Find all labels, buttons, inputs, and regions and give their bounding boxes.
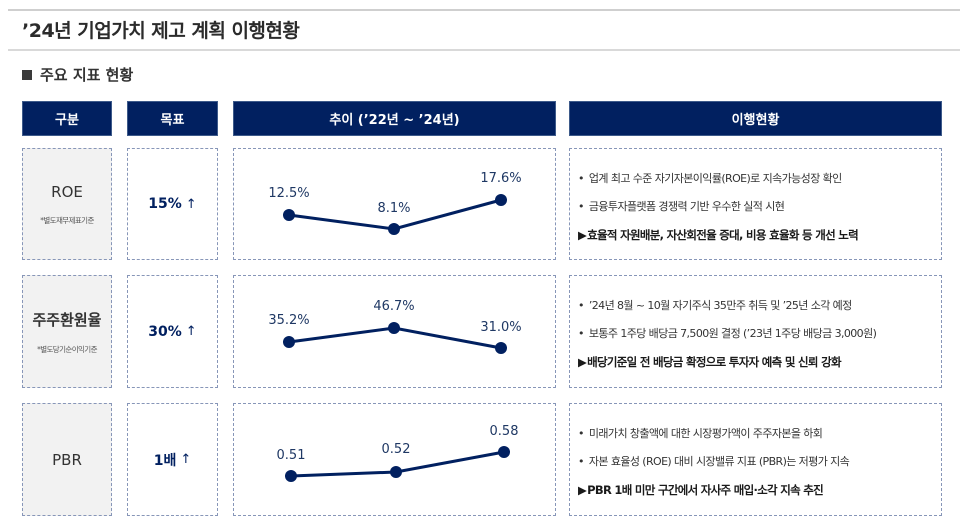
data-label: 17.6% [480, 171, 521, 186]
status-conclusion: ▶배당기준일 전 배당금 확정으로 투자자 예측 및 신뢰 강화 [578, 355, 842, 369]
status-item: • 업계 최고 수준 자기자본이익률(ROE)로 지속가능성장 확인 [578, 172, 842, 185]
target-value: 1배 [153, 452, 177, 469]
bullet-icon: • [578, 427, 584, 440]
data-label: 35.2% [268, 313, 309, 328]
category-cell-pbr: PBR [22, 403, 112, 516]
metric-note: *별도당기순이익기준 [37, 344, 97, 354]
data-point [283, 209, 295, 221]
data-point [285, 470, 297, 482]
trend-chart-pbr: 0.51 0.52 0.58 [233, 403, 556, 516]
target-cell-pbr: 1배 ↑ [127, 403, 218, 516]
header-category: 구분 [22, 101, 112, 136]
up-arrow-icon: ↑ [185, 196, 197, 212]
line-chart-shareholder-return: 35.2% 46.7% 31.0% [268, 299, 522, 354]
data-label: 31.0% [480, 320, 521, 335]
header-trend: 추이 (’22년 ~ ’24년) [233, 101, 556, 136]
page-title: ’24년 기업가치 제고 계획 이행현황 [22, 20, 300, 42]
status-cell-shareholder-return: • ’24년 8월 ~ 10월 자기주식 35만주 취득 및 ’25년 소각 예정… [569, 275, 942, 388]
bullet-icon: • [578, 455, 584, 468]
top-divider [8, 9, 960, 11]
data-label: 46.7% [373, 299, 414, 314]
bullet-icon: • [578, 200, 584, 213]
triangle-right-icon: ▶ [578, 355, 587, 369]
data-label: 0.51 [277, 448, 306, 463]
metric-note: *별도재무제표기준 [40, 215, 94, 225]
status-cell-pbr: • 미래가치 창출액에 대한 시장평가액이 주주자본을 하회 • 자본 효율성 (R… [569, 403, 942, 516]
title-divider [8, 49, 960, 51]
metric-name: PBR [52, 450, 82, 469]
trend-chart-roe: 12.5% 8.1% 17.6% [233, 148, 556, 260]
data-point [498, 446, 510, 458]
status-item: • 보통주 1주당 배당금 7,500원 결정 (’23년 1주당 배당금 3,0… [578, 327, 877, 340]
up-arrow-icon: ↑ [185, 324, 197, 339]
triangle-right-icon: ▶ [578, 228, 587, 242]
bullet-icon: • [578, 327, 584, 340]
target-cell-roe: 15% ↑ [127, 148, 218, 260]
data-point [390, 466, 402, 478]
status-item: • 자본 효율성 (ROE) 대비 시장밸류 지표 (PBR)는 저평가 지속 [578, 455, 850, 468]
data-point [388, 322, 400, 334]
data-label: 0.58 [490, 424, 519, 439]
status-conclusion: ▶효율적 자원배분, 자산회전율 증대, 비용 효율화 등 개선 노력 [578, 228, 859, 242]
line-chart-roe: 12.5% 8.1% 17.6% [268, 171, 522, 235]
target-value: 30% [148, 323, 182, 340]
status-item: • 금융투자플랫폼 경쟁력 기반 우수한 실적 시현 [578, 200, 785, 213]
trend-chart-shareholder-return: 35.2% 46.7% 31.0% [233, 275, 556, 388]
header-status: 이행현황 [569, 101, 942, 136]
data-point [283, 336, 295, 348]
square-bullet-icon [22, 69, 32, 80]
target-cell-shareholder-return: 30% ↑ [127, 275, 218, 388]
bullet-icon: • [578, 299, 584, 312]
category-cell-shareholder-return: 주주환원율 *별도당기순이익기준 [22, 275, 112, 388]
target-value: 15% [148, 196, 182, 212]
data-point [388, 223, 400, 235]
status-item: • ’24년 8월 ~ 10월 자기주식 35만주 취득 및 ’25년 소각 예정 [578, 299, 852, 312]
data-label: 12.5% [268, 186, 309, 201]
section-title: 주요 지표 현황 [22, 64, 133, 85]
status-conclusion: ▶PBR 1배 미만 구간에서 자사주 매입·소각 지속 추진 [578, 483, 824, 497]
header-target: 목표 [127, 101, 218, 136]
metric-name: 주주환원율 [32, 310, 102, 329]
up-arrow-icon: ↑ [180, 452, 192, 467]
line-chart-pbr: 0.51 0.52 0.58 [277, 424, 519, 482]
data-point [495, 342, 507, 354]
data-label: 0.52 [382, 442, 411, 457]
section-title-text: 주요 지표 현황 [40, 66, 134, 84]
category-cell-roe: ROE *별도재무제표기준 [22, 148, 112, 260]
data-label: 8.1% [377, 201, 410, 216]
triangle-right-icon: ▶ [578, 483, 587, 497]
metric-name: ROE [51, 182, 83, 201]
status-cell-roe: • 업계 최고 수준 자기자본이익률(ROE)로 지속가능성장 확인 • 금융투자플… [569, 148, 942, 260]
data-point [495, 194, 507, 206]
bullet-icon: • [578, 172, 584, 185]
status-item: • 미래가치 창출액에 대한 시장평가액이 주주자본을 하회 [578, 427, 823, 440]
